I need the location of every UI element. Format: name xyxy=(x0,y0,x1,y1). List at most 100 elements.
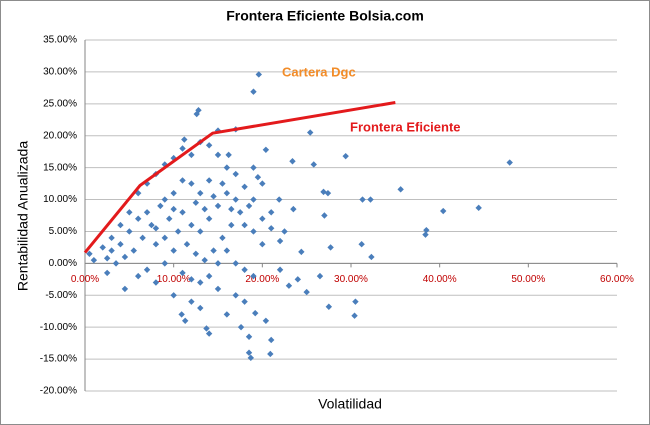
scatter-point xyxy=(241,266,248,273)
scatter-point xyxy=(179,209,186,216)
scatter-point xyxy=(290,205,297,213)
scatter-point xyxy=(201,256,208,264)
scatter-point xyxy=(201,205,208,213)
scatter-point xyxy=(320,188,327,196)
y-tick-label: 35.00% xyxy=(43,35,77,46)
scatter-point xyxy=(307,129,314,136)
scatter-point xyxy=(152,279,160,286)
scatter-point xyxy=(188,180,195,187)
scatter-point xyxy=(223,311,231,318)
scatter-point xyxy=(250,228,257,235)
scatter-point xyxy=(179,177,186,184)
scatter-point xyxy=(250,164,257,171)
scatter-point xyxy=(135,272,142,280)
y-tick-label: -10.00% xyxy=(40,322,77,333)
scatter-point xyxy=(170,205,177,213)
scatter-point xyxy=(252,309,259,317)
annotation: Cartera Dgc xyxy=(282,64,356,79)
scatter-point xyxy=(285,282,293,289)
scatter-point xyxy=(223,164,231,171)
scatter-point xyxy=(237,323,245,331)
scatter-point xyxy=(197,304,204,312)
scatter-point xyxy=(228,205,235,213)
scatter-point xyxy=(254,174,262,181)
scatter-point xyxy=(179,145,186,152)
scatter-point xyxy=(103,255,111,262)
scatter-point xyxy=(193,110,200,118)
scatter-point xyxy=(103,269,111,277)
scatter-point xyxy=(219,180,226,187)
scatter-point xyxy=(423,226,430,234)
scatter-point xyxy=(197,279,204,286)
scatter-point xyxy=(367,196,374,203)
scatter-point xyxy=(321,212,328,219)
x-tick-label: 10.00% xyxy=(157,274,191,285)
scatter-point xyxy=(475,204,482,212)
scatter-point xyxy=(368,253,375,261)
scatter-point xyxy=(241,221,248,229)
scatter-point xyxy=(152,225,160,232)
scatter-point xyxy=(205,272,213,280)
scatter-point xyxy=(121,253,129,261)
scatter-point xyxy=(245,333,253,340)
scatter-point xyxy=(112,260,120,267)
scatter-point xyxy=(121,285,129,293)
scatter-point xyxy=(342,152,349,160)
scatter-point xyxy=(148,221,155,229)
scatter-point xyxy=(232,196,239,203)
scatter-point xyxy=(152,241,160,248)
scatter-point xyxy=(232,260,239,267)
scatter-point xyxy=(99,244,106,251)
y-tick-label: -15.00% xyxy=(40,354,77,365)
scatter-point xyxy=(192,199,200,206)
scatter-point xyxy=(170,292,177,299)
x-tick-label: 30.00% xyxy=(334,274,368,285)
scatter-point xyxy=(210,193,217,200)
scatter-point xyxy=(181,136,188,143)
scatter-point xyxy=(139,234,146,242)
scatter-point xyxy=(262,146,270,153)
scatter-point xyxy=(174,228,182,235)
scatter-point xyxy=(205,177,213,184)
scatter-point xyxy=(359,196,366,203)
scatter-point xyxy=(236,209,244,216)
scatter-point xyxy=(161,260,168,267)
scatter-point xyxy=(126,209,133,216)
scatter-point xyxy=(267,350,274,358)
scatter-point xyxy=(203,325,210,332)
scatter-point xyxy=(161,196,168,203)
scatter-point xyxy=(214,151,222,159)
scatter-point xyxy=(178,311,185,318)
scatter-point xyxy=(358,241,365,248)
scatter-point xyxy=(310,161,317,168)
scatter-point xyxy=(108,234,115,242)
scatter-point xyxy=(298,248,305,256)
scatter-point xyxy=(351,312,358,319)
scatter-point xyxy=(192,250,200,257)
scatter-point xyxy=(223,247,231,254)
chart-title: Frontera Eficiente Bolsia.com xyxy=(226,8,424,24)
scatter-point xyxy=(214,285,222,293)
scatter-point xyxy=(214,127,222,134)
annotation: Frontera Eficiente xyxy=(350,119,461,134)
scatter-point xyxy=(108,247,115,254)
scatter-point xyxy=(250,88,257,95)
scatter-point xyxy=(90,256,98,264)
scatter-point xyxy=(205,142,213,149)
scatter-point xyxy=(245,349,253,356)
y-tick-label: 10.00% xyxy=(43,194,77,205)
scatter-point xyxy=(281,228,288,235)
scatter-point xyxy=(197,228,204,235)
scatter-point xyxy=(161,234,168,242)
scatter-point xyxy=(210,247,217,254)
y-axis-label: Rentabilidad Anualizada xyxy=(15,141,31,291)
scatter-point xyxy=(232,292,239,299)
scatter-point xyxy=(197,189,204,197)
scatter-point xyxy=(241,298,248,305)
scatter-point xyxy=(294,276,301,283)
y-tick-label: 15.00% xyxy=(43,162,77,173)
scatter-point xyxy=(275,196,283,203)
scatter-point xyxy=(259,215,266,222)
